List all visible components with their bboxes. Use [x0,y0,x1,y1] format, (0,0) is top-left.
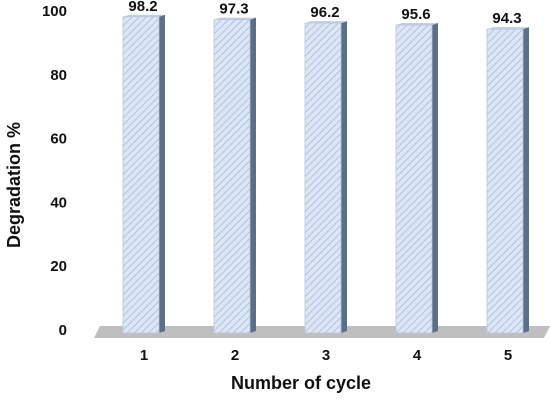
bar [122,14,165,334]
x-tick-label: 4 [413,347,422,364]
bar [395,23,438,334]
y-tick-label: 40 [50,194,67,211]
y-tick-label: 100 [42,3,67,20]
bar-value-label: 96.2 [310,4,339,21]
y-tick-label: 80 [50,67,67,84]
y-tick-label: 20 [50,258,67,275]
bar-front [213,19,251,334]
bar-side [432,23,438,333]
bar-value-label: 97.3 [219,1,248,18]
bar-value-label: 98.2 [128,0,157,15]
x-tick-label: 2 [231,347,239,364]
bar-side [523,27,529,333]
bar-side [341,21,347,333]
bar [304,21,347,334]
x-tick-label: 3 [322,347,330,364]
bar-top [396,23,438,26]
bar-front [395,24,433,334]
y-tick-label: 0 [59,322,67,339]
bar-value-label: 95.6 [401,6,430,23]
bar-side [159,14,165,333]
bar-side [250,17,256,333]
bar-top [214,17,256,20]
bar-top [123,14,165,17]
bar-value-label: 94.3 [492,10,521,27]
x-axis-title: Number of cycle [231,373,371,393]
bar-front [304,22,342,334]
bar [213,17,256,334]
y-tick-label: 60 [50,131,67,148]
bar-top [305,21,347,24]
x-tick-label: 5 [504,347,512,364]
bar [486,27,529,334]
bar-top [487,27,529,30]
x-tick-label: 1 [140,347,148,364]
bar-front [122,16,160,334]
y-axis-title: Degradation % [4,122,24,248]
bar-front [486,28,524,334]
